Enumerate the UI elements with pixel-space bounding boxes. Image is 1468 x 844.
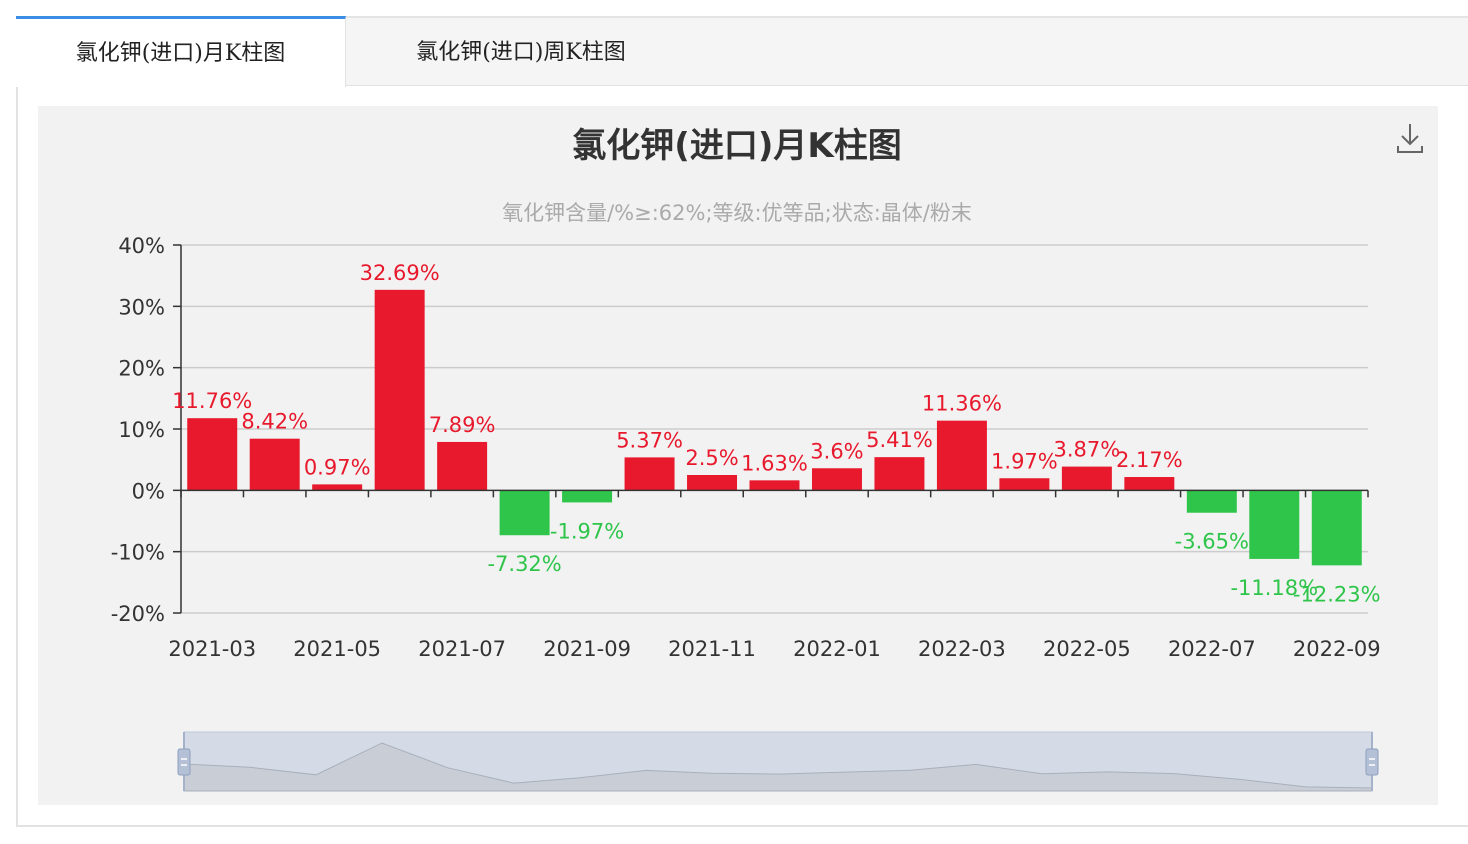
x-tick-label: 2021-03 (168, 637, 256, 661)
data-label: 3.87% (1054, 438, 1121, 462)
data-label: 1.63% (741, 451, 808, 475)
x-tick-label: 2021-11 (668, 637, 756, 661)
y-tick-label: -20% (111, 602, 165, 626)
tab-monthly-k[interactable]: 氯化钾(进口)月K柱图 (16, 16, 346, 87)
x-tick-label: 2021-09 (543, 637, 631, 661)
data-label: 8.42% (241, 410, 308, 434)
data-label: -1.97% (550, 519, 624, 543)
chart-title: 氯化钾(进口)月K柱图 (572, 126, 901, 166)
tab-bar: 氯化钾(进口)月K柱图 氯化钾(进口)周K柱图 (16, 16, 1468, 87)
data-label: -11.18% (1230, 576, 1318, 600)
chart-subtitle: 氧化钾含量/%≥:62%;等级:优等品;状态:晶体/粉末 (502, 201, 972, 225)
data-label: 2.5% (685, 446, 738, 470)
data-label: 3.6% (810, 439, 863, 463)
datazoom-right-handle[interactable] (1365, 748, 1379, 776)
bar-2022-02 (874, 457, 925, 491)
bar-2022-03 (936, 420, 987, 491)
data-label: 0.97% (304, 455, 371, 479)
y-tick-label: 30% (118, 295, 165, 319)
axes: 40% 30% 20% 10% 0% -10% -20%2021-03 2021-05 2021… (111, 234, 1381, 661)
grid-lines (181, 244, 1368, 614)
bar-2021-12 (749, 480, 800, 491)
data-label: 5.37% (616, 428, 683, 452)
x-tick-label: 2022-01 (793, 637, 881, 661)
x-tick-label: 2022-09 (1293, 637, 1381, 661)
bar-2021-04 (249, 438, 300, 491)
data-label: 32.69% (360, 261, 440, 285)
y-tick-label: 0% (132, 479, 165, 503)
data-label: -3.65% (1175, 530, 1249, 554)
data-label: 1.97% (991, 449, 1058, 473)
data-label: -7.32% (487, 552, 561, 576)
x-tick-label: 2022-07 (1168, 637, 1256, 661)
bar-2021-07 (437, 441, 488, 491)
data-label: 11.76% (172, 389, 252, 413)
data-labels: 11.76%8.42% 0.97% 32.69% 7.89% -7.32% -1.97% 5… (172, 261, 1380, 607)
bar-2021-11 (687, 475, 738, 491)
data-label: 2.17% (1116, 448, 1183, 472)
datazoom-slider[interactable] (177, 731, 1379, 792)
bar-2022-05 (1061, 466, 1112, 491)
data-label: 11.36% (922, 392, 1002, 416)
panel-frame (16, 16, 1468, 827)
datazoom-left-handle[interactable] (177, 748, 191, 776)
bar-2022-09 (1311, 490, 1362, 566)
y-tick-label: 40% (118, 234, 165, 258)
bar-2021-05 (312, 484, 363, 491)
data-label: 5.41% (866, 428, 933, 452)
x-tick-label: 2021-07 (418, 637, 506, 661)
tab-weekly-k[interactable]: 氯化钾(进口)周K柱图 (416, 40, 626, 65)
bar-2022-04 (999, 478, 1050, 491)
y-tick-label: -10% (111, 541, 165, 565)
datazoom-shadow (183, 742, 1373, 792)
y-tick-label: 20% (118, 357, 165, 381)
bars (187, 289, 1362, 566)
bar-2022-06 (1124, 477, 1175, 491)
data-label: -12.23% (1293, 582, 1381, 606)
x-tick-label: 2021-05 (293, 637, 381, 661)
x-tick-label: 2022-03 (918, 637, 1006, 661)
bar-2022-08 (1249, 490, 1300, 559)
bar-2021-09 (562, 490, 613, 503)
bar-2021-08 (499, 490, 550, 536)
download-icon[interactable] (1392, 120, 1428, 156)
bar-2021-03 (187, 418, 238, 491)
y-tick-label: 10% (118, 418, 165, 442)
data-label: 7.89% (429, 413, 496, 437)
bar-2022-01 (811, 468, 862, 491)
x-tick-label: 2022-05 (1043, 637, 1131, 661)
bar-2021-10 (624, 457, 675, 491)
bar-2021-06 (374, 289, 425, 491)
bar-2022-07 (1186, 490, 1237, 513)
